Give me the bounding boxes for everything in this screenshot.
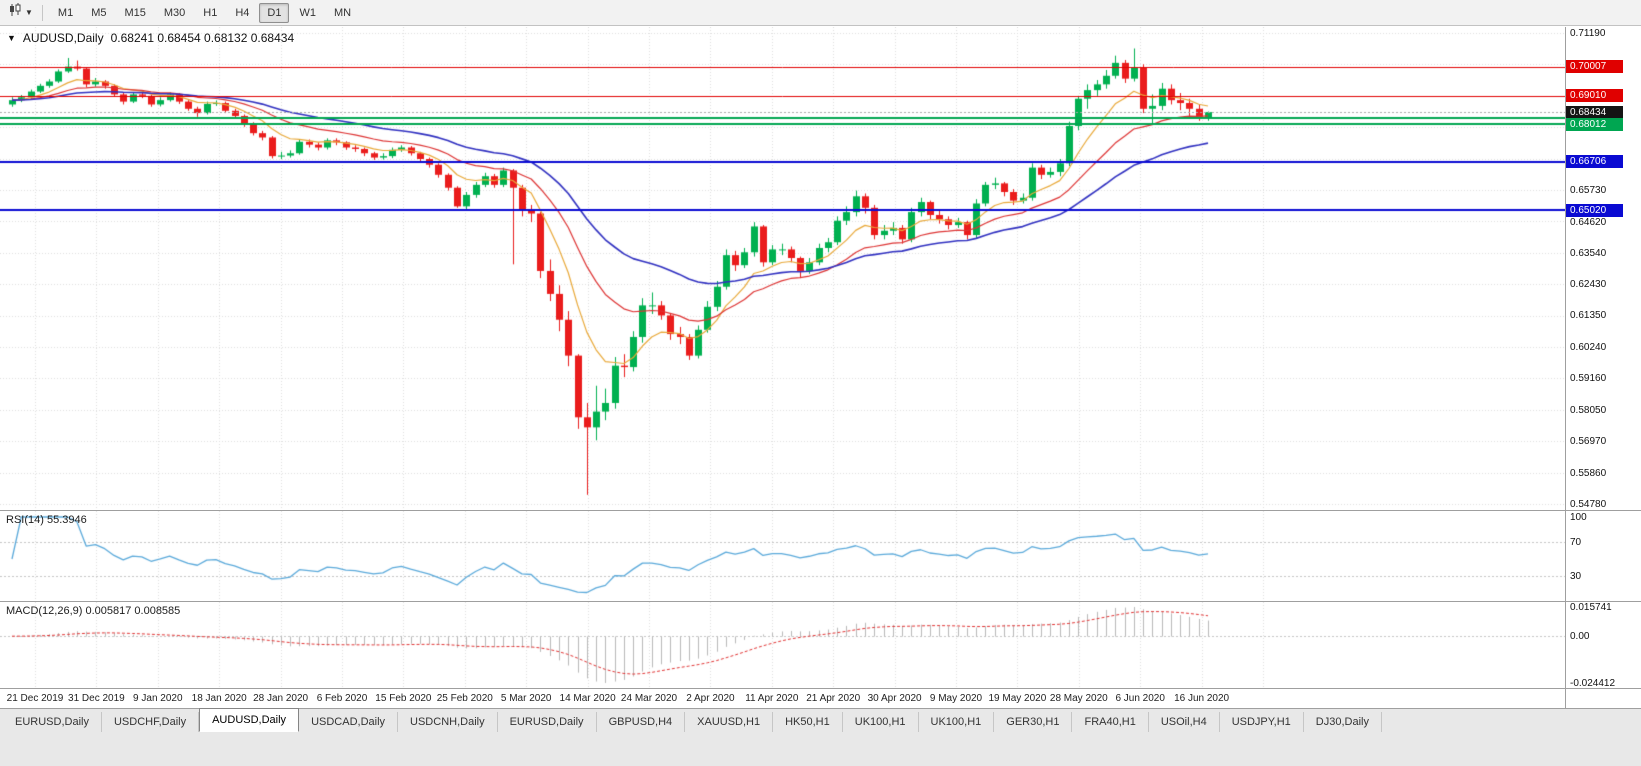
chart-tab-dj30-daily[interactable]: DJ30,Daily — [1304, 712, 1382, 732]
date-axis-label: 25 Feb 2020 — [436, 693, 493, 704]
price-line-label: 0.68434 — [1566, 105, 1623, 119]
one-click-trading-icon[interactable]: ▼ — [7, 33, 16, 43]
toolbar: ▼ M1 M5 M15 M30 H1 H4 D1 W1 MN — [0, 0, 1641, 26]
price-axis[interactable] — [1566, 27, 1641, 708]
date-axis-label: 18 Jan 2020 — [191, 693, 247, 704]
chart-tab-eurusd-daily[interactable]: EURUSD,Daily — [498, 712, 597, 732]
date-axis-label: 9 May 2020 — [929, 693, 983, 704]
chart-tab-usoil-h4[interactable]: USOil,H4 — [1149, 712, 1220, 732]
price-axis-label: 0.59160 — [1570, 373, 1607, 385]
chart-tab-xauusd-h1[interactable]: XAUUSD,H1 — [685, 712, 774, 732]
date-axis-label: 15 Feb 2020 — [375, 693, 432, 704]
date-axis-label: 16 Jun 2020 — [1174, 693, 1230, 704]
date-axis-label: 9 Jan 2020 — [133, 693, 183, 704]
timeframe-toolbar: M1 M5 M15 M30 H1 H4 D1 W1 MN — [49, 2, 360, 23]
macd-panel-canvas[interactable] — [0, 602, 1565, 688]
rsi-axis-label: 30 — [1570, 570, 1582, 582]
chart-title: ▼ AUDUSD,Daily 0.68241 0.68454 0.68132 0… — [7, 31, 294, 45]
timeframe-button-mn[interactable]: MN — [333, 6, 352, 19]
chart-type-button[interactable]: ▼ — [5, 2, 36, 23]
panel-divider[interactable] — [0, 601, 1641, 602]
date-axis-label: 5 Mar 2020 — [500, 693, 552, 704]
axis-divider — [1565, 27, 1566, 708]
window-bottom-strip — [0, 733, 1641, 766]
rsi-axis-label: 100 — [1570, 512, 1587, 523]
price-axis-label: 0.54780 — [1570, 499, 1607, 510]
chart-tab-hk50-h1[interactable]: HK50,H1 — [773, 712, 843, 732]
price-line-label: 0.70007 — [1566, 60, 1623, 74]
timeframe-button-m30[interactable]: M30 — [163, 6, 186, 19]
chart-tab-usdcnh-daily[interactable]: USDCNH,Daily — [398, 712, 498, 732]
date-axis-label: 2 Apr 2020 — [686, 693, 735, 704]
price-line-label: 0.66706 — [1566, 155, 1623, 169]
date-axis-label: 6 Feb 2020 — [316, 693, 368, 704]
date-axis-label: 11 Apr 2020 — [745, 693, 799, 704]
macd-axis-label: 0.015741 — [1570, 602, 1612, 613]
price-line-label: 0.69010 — [1566, 89, 1623, 103]
chevron-down-icon: ▼ — [25, 7, 33, 17]
price-axis-label: 0.60240 — [1570, 342, 1607, 354]
price-line-label: 0.65020 — [1566, 203, 1623, 217]
price-axis-label: 0.58050 — [1570, 405, 1607, 417]
toolbar-separator — [41, 4, 43, 21]
timeframe-button-m15[interactable]: M15 — [124, 6, 146, 19]
timeframe-button-m5[interactable]: M5 — [91, 6, 107, 19]
chart-tab-uk100-h1[interactable]: UK100,H1 — [843, 712, 919, 732]
chart-tab-audusd-daily[interactable]: AUDUSD,Daily — [199, 708, 300, 732]
price-line-label: 0.68012 — [1566, 117, 1623, 131]
price-axis-label: 0.65730 — [1570, 184, 1607, 196]
date-axis-label: 31 Dec 2019 — [68, 693, 125, 704]
rsi-axis-label: 70 — [1570, 537, 1582, 549]
timeframe-button-m1[interactable]: M1 — [57, 6, 74, 19]
timeframe-button-w1[interactable]: W1 — [299, 6, 316, 19]
price-axis-label: 0.62430 — [1570, 279, 1607, 291]
timeframe-button-h4[interactable]: H4 — [235, 6, 250, 19]
panel-divider[interactable] — [0, 510, 1641, 511]
timeframe-button-d1[interactable]: D1 — [259, 2, 290, 23]
date-axis[interactable] — [0, 689, 1565, 708]
price-axis-label: 0.55860 — [1570, 468, 1607, 479]
candlestick-chart-icon — [8, 3, 23, 22]
chart-tab-usdcad-daily[interactable]: USDCAD,Daily — [299, 712, 399, 732]
chart-tab-ger30-h1[interactable]: GER30,H1 — [994, 712, 1073, 732]
chart-symbol-label: AUDUSD,Daily — [22, 31, 104, 45]
date-axis-label: 30 Apr 2020 — [867, 693, 922, 704]
price-axis-label: 0.56970 — [1570, 436, 1607, 448]
date-axis-label: 6 Jun 2020 — [1115, 693, 1165, 704]
chart-tab-usdjpy-h1[interactable]: USDJPY,H1 — [1220, 712, 1304, 732]
price-axis-label: 0.61350 — [1570, 310, 1607, 322]
panel-divider — [0, 688, 1641, 689]
chart-tab-usdchf-daily[interactable]: USDCHF,Daily — [102, 712, 200, 732]
chart-ohlc-values: 0.68241 0.68454 0.68132 0.68434 — [110, 31, 295, 45]
date-axis-label: 21 Dec 2019 — [6, 693, 64, 704]
price-chart-canvas[interactable] — [0, 27, 1565, 510]
date-axis-label: 19 May 2020 — [988, 693, 1047, 704]
rsi-panel-canvas[interactable] — [0, 511, 1565, 601]
chart-tab-eurusd-daily[interactable]: EURUSD,Daily — [3, 712, 102, 732]
chart-tab-uk100-h1[interactable]: UK100,H1 — [919, 712, 995, 732]
date-axis-label: 14 Mar 2020 — [559, 693, 616, 704]
rsi-indicator-label: RSI(14) 55.3946 — [6, 514, 87, 526]
date-axis-label: 24 Mar 2020 — [620, 693, 678, 704]
date-axis-label: 28 May 2020 — [1049, 693, 1108, 704]
chart-tab-fra40-h1[interactable]: FRA40,H1 — [1072, 712, 1149, 732]
chart-tab-bar: EURUSD,Daily USDCHF,Daily AUDUSD,Daily USDC… — [0, 708, 1641, 733]
price-axis-label: 0.64620 — [1570, 216, 1607, 228]
date-axis-label: 21 Apr 2020 — [806, 693, 861, 704]
date-axis-label: 28 Jan 2020 — [253, 693, 309, 704]
chart-tab-gbpusd-h4[interactable]: GBPUSD,H4 — [597, 712, 686, 732]
macd-axis-label: 0.00 — [1570, 631, 1590, 643]
price-axis-label: 0.71190 — [1570, 28, 1606, 39]
macd-indicator-label: MACD(12,26,9) 0.005817 0.008585 — [6, 605, 181, 617]
timeframe-button-h1[interactable]: H1 — [203, 6, 218, 19]
price-axis-label: 0.63540 — [1570, 247, 1607, 259]
macd-axis-label: -0.024412 — [1570, 678, 1616, 689]
